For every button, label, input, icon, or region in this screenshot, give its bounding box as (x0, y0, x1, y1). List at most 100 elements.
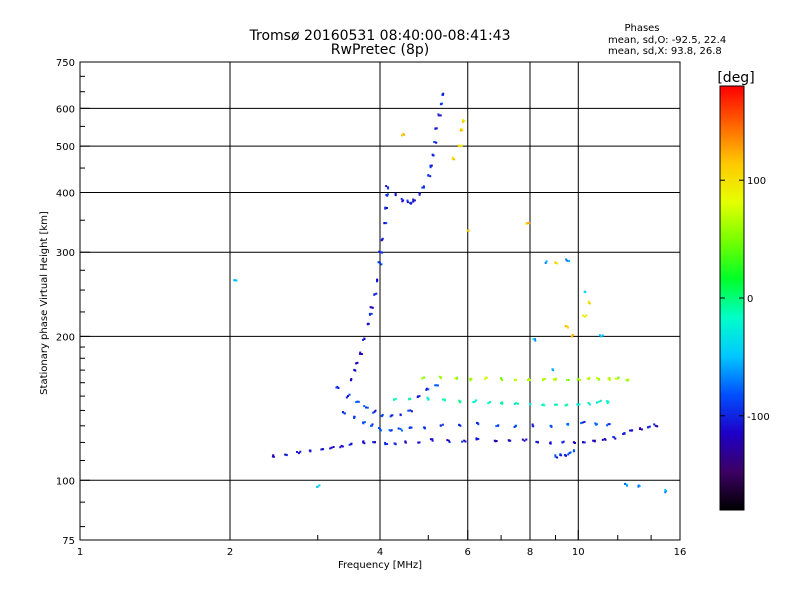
data-point (458, 423, 460, 426)
data-point (460, 144, 463, 147)
data-point (345, 396, 348, 399)
data-point (588, 376, 591, 379)
data-point (592, 439, 595, 442)
data-point (376, 280, 378, 283)
data-point (461, 440, 464, 443)
data-point (607, 423, 610, 426)
data-point (446, 439, 449, 442)
data-point (408, 397, 411, 400)
data-point (614, 437, 617, 440)
data-point (494, 440, 497, 443)
data-point (521, 438, 524, 441)
data-point (362, 440, 365, 443)
data-point (568, 260, 571, 263)
data-point (353, 415, 356, 418)
data-point (400, 197, 403, 200)
data-point (397, 427, 400, 430)
data-point (379, 428, 381, 430)
data-point (285, 454, 288, 457)
y-axis-ticks: 75 100 200 300 400 500 600 750 (56, 58, 90, 547)
chart-subtitle: RwPretec (8p) (331, 42, 429, 58)
data-point (425, 388, 428, 391)
data-point (439, 114, 442, 117)
data-point (606, 402, 609, 405)
data-point (384, 441, 387, 444)
data-point (531, 423, 534, 426)
data-point (565, 258, 568, 261)
data-point (455, 377, 458, 380)
data-point (409, 409, 412, 412)
data-point (385, 185, 388, 188)
x-axis-ticks: 1 2 4 6 8 10 16 (77, 530, 687, 558)
data-point (375, 292, 378, 295)
data-point (378, 250, 381, 253)
data-point (586, 377, 589, 380)
data-point (384, 443, 387, 446)
x-tick-label: 16 (674, 547, 687, 558)
data-point (421, 186, 424, 189)
data-point (369, 306, 372, 309)
data-point (469, 379, 472, 382)
y-tick-label: 500 (56, 142, 75, 153)
data-point (440, 377, 443, 380)
data-point (385, 222, 388, 225)
data-point (554, 377, 557, 380)
data-point (525, 222, 528, 225)
data-point (434, 127, 437, 130)
data-point (384, 207, 387, 210)
data-point (598, 334, 601, 337)
data-point (567, 378, 570, 381)
data-point (357, 400, 360, 403)
data-point (318, 484, 321, 487)
data-points (233, 92, 667, 494)
data-point (400, 429, 403, 432)
data-point (442, 92, 445, 95)
data-point (567, 453, 570, 456)
data-point (559, 453, 562, 456)
data-point (608, 423, 611, 426)
data-point (399, 428, 402, 430)
data-point (578, 403, 581, 406)
data-point (371, 423, 374, 426)
data-point (582, 314, 585, 317)
data-point (340, 444, 343, 447)
data-point (597, 400, 600, 403)
data-point (525, 438, 528, 441)
data-point (640, 428, 643, 431)
data-point (560, 454, 563, 457)
y-tick-label: 300 (56, 248, 75, 259)
data-point (374, 441, 376, 444)
data-point (373, 410, 376, 413)
data-point (568, 452, 571, 455)
colorbar-label: [deg] (717, 70, 754, 86)
data-point (631, 429, 634, 432)
data-point (316, 486, 319, 488)
data-point (371, 306, 374, 309)
data-point (427, 174, 430, 177)
data-point (604, 438, 607, 441)
data-point (576, 403, 579, 406)
data-point (574, 442, 576, 444)
data-point (383, 222, 386, 224)
data-point (447, 439, 450, 442)
data-point (514, 379, 517, 382)
data-point (413, 199, 416, 202)
data-point (463, 119, 466, 122)
data-point (332, 446, 335, 448)
data-point (555, 403, 558, 406)
data-point (348, 443, 351, 446)
data-point (394, 194, 397, 197)
data-point (508, 439, 511, 442)
data-point (363, 421, 366, 424)
data-point (654, 424, 657, 427)
data-point (299, 450, 302, 453)
data-point (554, 454, 557, 457)
data-point (460, 128, 463, 130)
data-point (440, 102, 443, 105)
data-point (514, 424, 517, 427)
data-point (553, 378, 555, 381)
data-point (381, 251, 384, 254)
data-point (379, 261, 381, 264)
data-point (566, 259, 569, 262)
data-point (515, 402, 517, 405)
